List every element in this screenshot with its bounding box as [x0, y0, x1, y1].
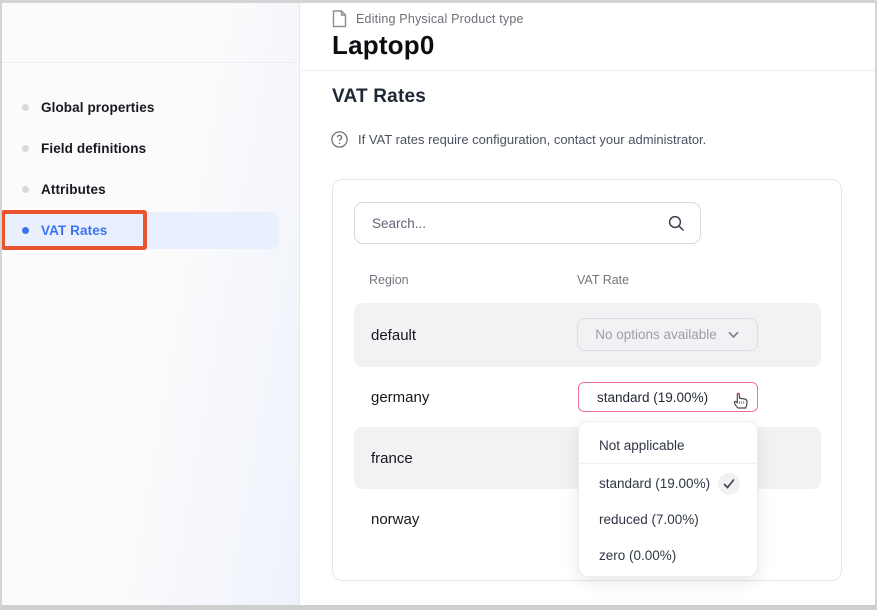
search-input[interactable]	[355, 215, 668, 231]
bullet-icon	[22, 227, 29, 234]
dropdown-option-standard[interactable]: standard (19.00%)	[579, 467, 757, 500]
column-header-region: Region	[369, 273, 409, 287]
sidebar-header	[2, 3, 299, 63]
vat-select-default[interactable]: No options available	[577, 318, 758, 351]
sidebar-item-label: Field definitions	[41, 141, 147, 156]
vat-select-value: No options available	[595, 327, 717, 342]
region-label: france	[371, 449, 413, 467]
region-label: germany	[371, 388, 430, 406]
info-row: If VAT rates require configuration, cont…	[331, 131, 706, 148]
dropdown-option-label: reduced (7.00%)	[599, 512, 699, 527]
dropdown-option-zero[interactable]: zero (0.00%)	[579, 539, 757, 572]
sidebar-nav: Global properties Field definitions Attr…	[2, 89, 279, 253]
search-icon[interactable]	[668, 215, 685, 232]
region-label: norway	[371, 511, 420, 528]
sidebar-item-vat-rates[interactable]: VAT Rates	[2, 210, 279, 250]
dropdown-option-reduced[interactable]: reduced (7.00%)	[579, 503, 757, 536]
dropdown-option-label: zero (0.00%)	[599, 548, 677, 563]
vat-select-germany[interactable]: standard (19.00%)	[578, 382, 758, 412]
sidebar-item-label: Global properties	[41, 100, 155, 115]
dropdown-option-label: standard (19.00%)	[599, 476, 711, 491]
sidebar-item-label: Attributes	[41, 182, 106, 197]
dropdown-option-not-applicable[interactable]: Not applicable	[579, 428, 757, 464]
table-row-germany: germany	[354, 372, 821, 422]
dropdown-option-label: Not applicable	[599, 438, 685, 453]
sidebar-item-attributes[interactable]: Attributes	[2, 171, 279, 208]
page-header: Editing Physical Product type Laptop0	[301, 3, 875, 71]
vat-select-value: standard (19.00%)	[597, 389, 709, 405]
sidebar-item-global-properties[interactable]: Global properties	[2, 89, 279, 126]
chevron-down-icon	[728, 331, 739, 339]
context-label: Editing Physical Product type	[356, 12, 524, 26]
bullet-icon	[22, 145, 29, 152]
document-icon	[332, 10, 347, 28]
table-row-norway: norway	[354, 494, 821, 545]
help-icon	[331, 131, 348, 148]
sidebar-item-field-definitions[interactable]: Field definitions	[2, 130, 279, 167]
info-text: If VAT rates require configuration, cont…	[358, 132, 707, 147]
sidebar: Global properties Field definitions Attr…	[2, 3, 300, 605]
page-title: Laptop0	[332, 30, 435, 60]
main-panel: Editing Physical Product type Laptop0 VA…	[301, 3, 875, 605]
bullet-icon	[22, 186, 29, 193]
section-title: VAT Rates	[332, 86, 427, 107]
sidebar-item-label: VAT Rates	[41, 223, 108, 238]
vat-rate-dropdown-menu: Not applicable standard (19.00%) reduced…	[578, 421, 758, 577]
search-box	[354, 202, 701, 244]
bullet-icon	[22, 104, 29, 111]
table-row-default: default	[354, 303, 821, 367]
column-header-vat-rate: VAT Rate	[577, 273, 630, 287]
vat-rates-card: Region VAT Rate default No options avail…	[332, 179, 842, 581]
region-label: default	[371, 326, 417, 344]
selected-check-icon	[718, 472, 740, 495]
